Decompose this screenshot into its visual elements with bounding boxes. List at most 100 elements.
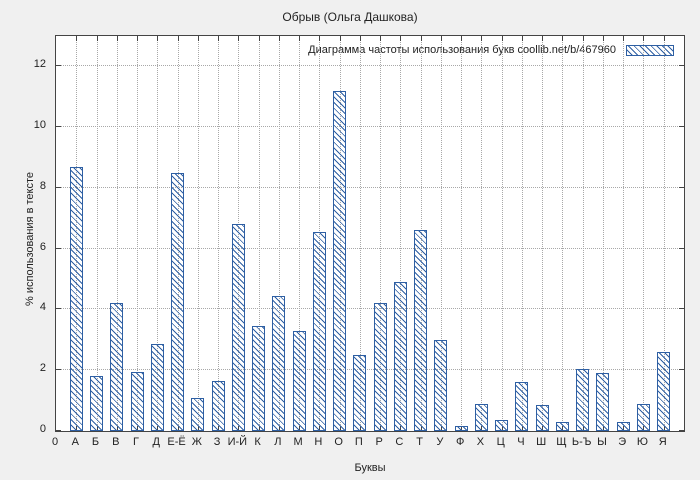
x-tick-label: П bbox=[354, 436, 363, 448]
grid-line-v bbox=[299, 36, 301, 431]
x-tick-label: Н bbox=[314, 436, 323, 448]
x-tick-mark bbox=[521, 36, 523, 41]
y-tick-label: 2 bbox=[39, 362, 46, 375]
grid-line-v bbox=[481, 36, 483, 431]
x-tick-mark bbox=[218, 36, 220, 41]
y-tick-mark bbox=[679, 308, 684, 310]
x-tick-mark bbox=[116, 36, 118, 41]
bar bbox=[231, 224, 245, 431]
bar bbox=[373, 303, 387, 431]
x-tick-mark bbox=[258, 36, 260, 41]
grid-line-v bbox=[258, 36, 260, 431]
x-tick-mark bbox=[197, 36, 199, 41]
bar bbox=[616, 421, 630, 431]
bar bbox=[130, 371, 144, 431]
bar bbox=[90, 376, 104, 431]
x-tick-label: Б bbox=[91, 436, 100, 448]
bar bbox=[454, 426, 468, 431]
x-tick-label: Ь-Ъ bbox=[571, 436, 592, 448]
bar bbox=[657, 352, 671, 431]
y-tick-mark bbox=[56, 65, 61, 67]
y-tick-mark bbox=[679, 186, 684, 188]
grid-line-v bbox=[623, 36, 625, 431]
x-tick-label: С bbox=[395, 436, 404, 448]
y-tick-label: 12 bbox=[33, 58, 46, 71]
grid-line-v bbox=[116, 36, 118, 431]
bar bbox=[272, 295, 286, 431]
bar bbox=[69, 166, 83, 431]
bar bbox=[191, 397, 205, 431]
x-axis-label: Буквы bbox=[354, 462, 386, 474]
y-tick-label: 0 bbox=[39, 423, 46, 435]
grid-line-v bbox=[663, 36, 665, 431]
grid-line-h bbox=[56, 186, 684, 188]
grid-line-v bbox=[359, 36, 361, 431]
y-tick-label: 4 bbox=[39, 301, 46, 314]
grid-line-v bbox=[582, 36, 584, 431]
x-tick-label: З bbox=[213, 436, 221, 448]
grid-line-v bbox=[562, 36, 564, 431]
y-tick-mark bbox=[56, 126, 61, 128]
grid-line-v bbox=[380, 36, 382, 431]
x-tick-mark bbox=[562, 36, 564, 41]
grid-line-v bbox=[218, 36, 220, 431]
x-tick-label: О bbox=[334, 436, 343, 448]
x-tick-label: Э bbox=[618, 436, 627, 448]
x-tick-mark bbox=[542, 36, 544, 41]
grid-line-v bbox=[501, 36, 503, 431]
x-tick-mark bbox=[96, 36, 98, 41]
x-tick-mark bbox=[663, 36, 665, 41]
grid-line-v bbox=[197, 36, 199, 431]
x-tick-label: И-Й bbox=[227, 436, 248, 448]
bar bbox=[515, 382, 529, 431]
x-tick-mark bbox=[339, 36, 341, 41]
legend: Диаграмма частоты использования букв coo… bbox=[308, 44, 674, 56]
y-tick-mark bbox=[56, 369, 61, 371]
x-tick-label: Л bbox=[274, 436, 282, 448]
x-tick-mark bbox=[278, 36, 280, 41]
bar bbox=[393, 282, 407, 431]
y-tick-mark bbox=[679, 369, 684, 371]
bar bbox=[555, 421, 569, 431]
grid-line-v bbox=[278, 36, 280, 431]
grid-line-h bbox=[56, 65, 684, 67]
x-tick-mark bbox=[420, 36, 422, 41]
grid-line-v bbox=[137, 36, 139, 431]
x-tick-label: 0 bbox=[51, 436, 59, 448]
grid-line-v bbox=[521, 36, 523, 431]
x-tick-label: Ц bbox=[496, 436, 505, 448]
bar bbox=[474, 403, 488, 431]
y-tick-label: 8 bbox=[39, 179, 46, 192]
x-tick-label: У bbox=[436, 436, 444, 448]
x-tick-label: В bbox=[112, 436, 120, 448]
bar bbox=[636, 403, 650, 431]
x-tick-mark bbox=[380, 36, 382, 41]
bar bbox=[535, 405, 549, 431]
x-tick-label: Ф bbox=[455, 436, 465, 448]
bar bbox=[110, 303, 124, 431]
bar bbox=[312, 231, 326, 431]
x-tick-label: Е-Ё bbox=[167, 436, 186, 448]
x-tick-label: Х bbox=[476, 436, 485, 448]
x-tick-mark bbox=[299, 36, 301, 41]
x-tick-mark bbox=[602, 36, 604, 41]
x-tick-mark bbox=[623, 36, 625, 41]
y-tick-mark bbox=[56, 430, 61, 431]
x-tick-label: М bbox=[293, 436, 303, 448]
x-tick-label: Т bbox=[416, 436, 424, 448]
x-tick-mark bbox=[319, 36, 321, 41]
grid-line-v bbox=[157, 36, 159, 431]
x-tick-mark bbox=[137, 36, 139, 41]
x-tick-label: Ж bbox=[191, 436, 202, 448]
grid-line-v bbox=[643, 36, 645, 431]
y-tick-label: 10 bbox=[33, 119, 46, 132]
bar bbox=[333, 90, 347, 431]
grid-line-h bbox=[56, 369, 684, 371]
bar bbox=[576, 368, 590, 431]
grid-line-h bbox=[56, 247, 684, 249]
x-tick-label: Щ bbox=[556, 436, 567, 448]
grid-line-v bbox=[602, 36, 604, 431]
x-tick-mark bbox=[582, 36, 584, 41]
grid-line-v bbox=[96, 36, 98, 431]
grid-line-v bbox=[440, 36, 442, 431]
